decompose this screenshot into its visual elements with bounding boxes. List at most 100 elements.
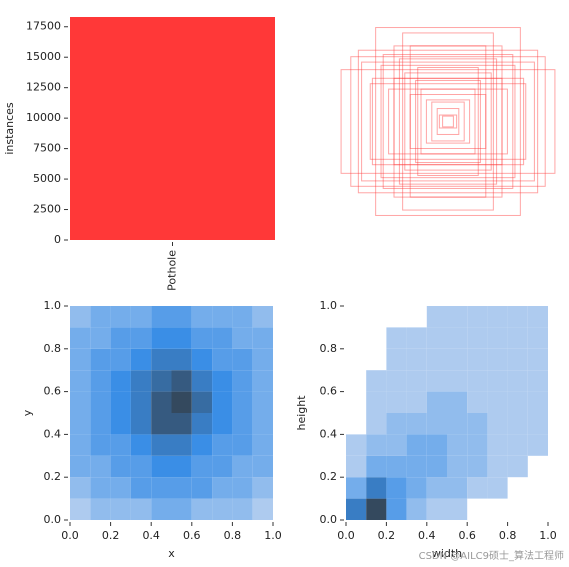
- heat-cell: [151, 477, 172, 499]
- heat-cell: [171, 434, 192, 456]
- heat-cell: [212, 434, 233, 456]
- heat-cell: [346, 455, 367, 478]
- heat-cell: [447, 413, 468, 435]
- heat-cell: [171, 413, 192, 435]
- y-tick-label: 17500: [26, 20, 61, 33]
- heat-cell: [467, 455, 488, 478]
- heat-cell: [406, 327, 427, 349]
- heat-cell: [151, 370, 172, 392]
- heat-cell: [232, 477, 253, 499]
- heat-cell: [90, 455, 111, 478]
- heat-cell: [527, 370, 548, 392]
- heat-cell: [467, 370, 488, 392]
- heat-cell: [406, 370, 427, 392]
- box: [369, 83, 527, 160]
- heat-cell: [366, 370, 387, 392]
- heat-cell: [386, 477, 407, 499]
- x-axis-label: x: [168, 547, 175, 560]
- heat-cell: [110, 413, 131, 435]
- heat-cell: [130, 348, 152, 371]
- heat-cell: [70, 455, 91, 478]
- heat-cell: [130, 391, 152, 413]
- heat-cell: [90, 498, 111, 520]
- x-tick-label: 0.2: [102, 529, 120, 542]
- heat-cell: [232, 348, 253, 371]
- heat-cell: [130, 455, 152, 478]
- heat-cell: [487, 306, 508, 328]
- y-tick-label: 0.2: [320, 470, 338, 483]
- heat-cell: [406, 455, 427, 478]
- x-axis-label: width: [432, 547, 462, 560]
- heat-cell: [171, 327, 192, 349]
- heat-cell: [366, 498, 387, 520]
- heat-cell: [110, 434, 131, 456]
- heat-cell: [212, 391, 233, 413]
- y-tick-label: 1.0: [44, 299, 62, 312]
- heat-cell: [171, 498, 192, 520]
- heat-cell: [346, 498, 367, 520]
- heat-cell: [171, 306, 192, 328]
- heat-cell: [487, 327, 508, 349]
- heat-cell: [90, 391, 111, 413]
- heat-cell: [467, 327, 488, 349]
- box: [350, 56, 546, 187]
- heat-cell: [467, 413, 488, 435]
- heat-cell: [386, 370, 407, 392]
- x-tick-label: 0.2: [378, 529, 396, 542]
- heat-cell: [252, 413, 273, 435]
- heat-cell: [527, 434, 548, 456]
- heat-cell: [487, 477, 508, 499]
- heat-cell: [447, 348, 468, 371]
- x-tick-label: 0.4: [418, 529, 436, 542]
- heat-cell: [467, 434, 488, 456]
- heat-cell: [507, 327, 528, 349]
- heat-cell: [90, 434, 111, 456]
- heat-cell: [212, 477, 233, 499]
- heat-cell: [406, 498, 427, 520]
- heat-cell: [487, 413, 508, 435]
- heat-cell: [90, 477, 111, 499]
- heat-cell: [252, 455, 273, 478]
- heat-cell: [151, 306, 172, 328]
- heat-cell: [467, 477, 488, 499]
- box: [393, 77, 503, 166]
- heat-cell: [366, 455, 387, 478]
- y-tick-label: 0.2: [44, 470, 62, 483]
- heat-cell: [447, 327, 468, 349]
- heat-cell: [406, 391, 427, 413]
- heat-cell: [406, 434, 427, 456]
- heat-cell: [386, 455, 407, 478]
- heat-cell: [171, 477, 192, 499]
- y-tick-label: 1.0: [320, 299, 338, 312]
- box: [420, 88, 476, 155]
- y-tick-label: 7500: [33, 142, 61, 155]
- heat-cell: [507, 348, 528, 371]
- heat-cell: [232, 413, 253, 435]
- heat-cell: [252, 306, 273, 328]
- y-tick-label: 0.0: [320, 513, 338, 526]
- heat-cell: [232, 455, 253, 478]
- y-tick-label: 0.4: [320, 427, 338, 440]
- box: [388, 88, 508, 155]
- heat-cell: [507, 434, 528, 456]
- heat-cell: [467, 391, 488, 413]
- heat-cell: [447, 477, 468, 499]
- heat-cell: [366, 434, 387, 456]
- heat-cell: [70, 434, 91, 456]
- heat-cell: [191, 348, 213, 371]
- heat-cell: [527, 391, 548, 413]
- box: [425, 99, 471, 144]
- heat-cell: [212, 498, 233, 520]
- heat-cell: [151, 327, 172, 349]
- heat-cell: [70, 348, 91, 371]
- x-tick-label: 1.0: [539, 529, 557, 542]
- box: [442, 115, 454, 128]
- heat-cell: [426, 391, 447, 413]
- heat-cell: [191, 498, 213, 520]
- box: [371, 77, 525, 166]
- heat-cell: [447, 391, 468, 413]
- heat-cell: [527, 327, 548, 349]
- heat-cell: [70, 306, 91, 328]
- heat-cell: [191, 477, 213, 499]
- heat-cell: [212, 455, 233, 478]
